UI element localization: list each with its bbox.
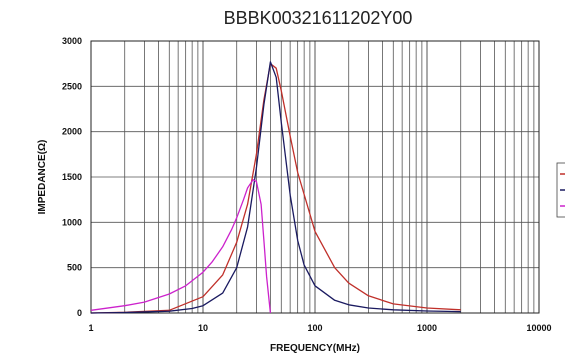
y-tick-label: 2000 <box>62 127 82 137</box>
y-tick-label: 1000 <box>62 217 82 227</box>
x-tick-label: 10 <box>198 323 208 333</box>
chart-title: BBBK00321611202Y00 <box>224 8 413 28</box>
legend <box>556 162 565 218</box>
y-axis-title: IMPEDANCE(Ω) <box>37 140 48 215</box>
grid <box>90 40 539 314</box>
y-tick-label: 3000 <box>62 36 82 46</box>
x-tick-label: 1000 <box>417 323 437 333</box>
x-tick-label: 1 <box>88 323 93 333</box>
series-line-1 <box>90 63 461 314</box>
y-tick-label: 500 <box>67 263 82 273</box>
series-line-3 <box>90 179 272 314</box>
y-tick-label: 2500 <box>62 81 82 91</box>
x-tick-label: 100 <box>307 323 322 333</box>
tick-labels: 1 10 100 1000 10000 0 500 1000 1500 2000 2500 3000 <box>62 36 552 333</box>
plot-area <box>90 40 540 314</box>
y-tick-label: 1500 <box>62 172 82 182</box>
x-tick-label: 10000 <box>526 323 551 333</box>
y-tick-label: 0 <box>77 308 82 318</box>
series-line-2 <box>90 61 461 314</box>
x-axis-title: FREQUENCY(MHz) <box>270 343 360 354</box>
series-lines <box>90 61 461 314</box>
